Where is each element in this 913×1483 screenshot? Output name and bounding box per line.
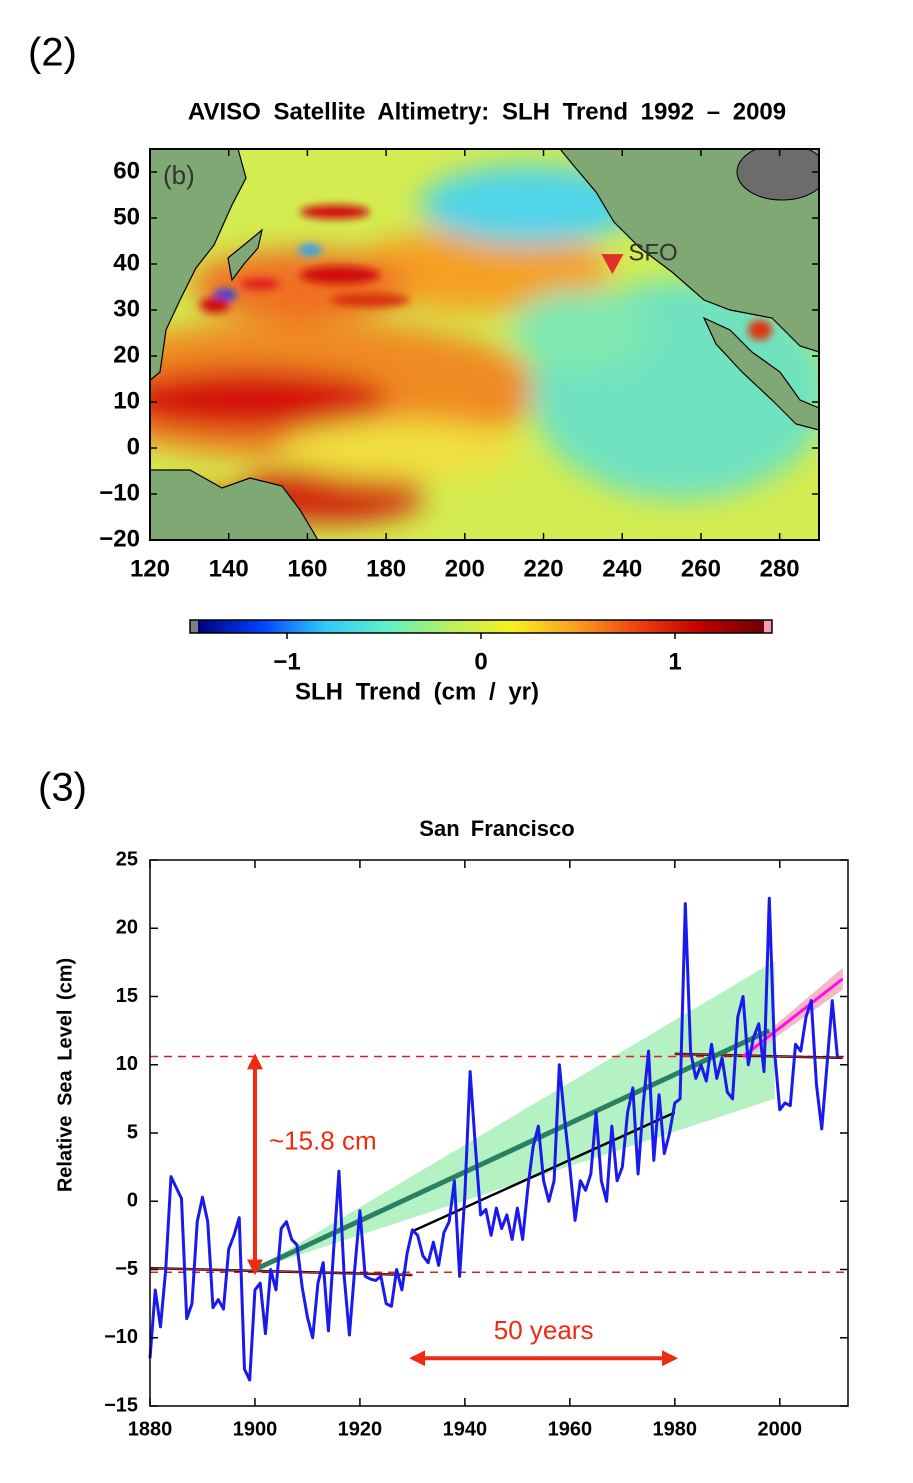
eddy xyxy=(300,205,370,219)
colorbar-label: SLH Trend (cm / yr) xyxy=(295,678,539,705)
x-tick-label: 1980 xyxy=(653,1418,698,1440)
x-tick-label: 220 xyxy=(524,555,564,582)
blob xyxy=(150,368,390,432)
colorbar-over xyxy=(764,620,772,633)
panel-label: (3) xyxy=(38,766,87,810)
field-blobs xyxy=(150,165,819,540)
y-tick-label: 5 xyxy=(127,1121,138,1143)
colorbar-tick-label: 0 xyxy=(474,648,487,675)
colorbar-under xyxy=(190,620,198,633)
y-tick-label: −15 xyxy=(104,1394,138,1416)
sfo-marker xyxy=(601,254,624,275)
series-line xyxy=(148,896,839,1382)
x-tick-label: 200 xyxy=(445,555,485,582)
x-tick-label: 1880 xyxy=(128,1418,173,1440)
y-tick-label: −5 xyxy=(115,1258,138,1280)
confidence-band xyxy=(254,961,775,1270)
central-america xyxy=(702,316,819,431)
north-america xyxy=(559,149,819,353)
span-label: ~15.8 cm xyxy=(269,1126,377,1156)
x-tick-label: 1940 xyxy=(443,1418,488,1440)
field-eddies xyxy=(200,205,772,340)
y-tick-label: 15 xyxy=(116,985,138,1007)
eddy xyxy=(330,293,410,307)
blob xyxy=(510,290,650,370)
y-tick-label: 10 xyxy=(113,387,140,414)
panel-label: (2) xyxy=(28,31,77,75)
x-tick-label: 1920 xyxy=(338,1418,383,1440)
x-tick-label: 260 xyxy=(681,555,721,582)
sea-level-field xyxy=(150,149,819,540)
y-tick-label: −10 xyxy=(99,479,140,506)
y-tick-label: 0 xyxy=(127,1190,138,1212)
x-tick-label: 120 xyxy=(130,555,170,582)
colorbar-tick-label: −1 xyxy=(273,648,300,675)
y-tick-label: 20 xyxy=(113,341,140,368)
x-tick-label: 180 xyxy=(366,555,406,582)
chart-title: San Francisco xyxy=(419,816,574,841)
map-frame xyxy=(149,148,820,541)
blob xyxy=(350,228,610,312)
x-tick-label: 140 xyxy=(209,555,249,582)
sfo-label: SFO xyxy=(628,239,677,266)
y-tick-label: 60 xyxy=(113,157,140,184)
eddy xyxy=(298,244,322,256)
eddy xyxy=(240,278,280,290)
map-title: AVISO Satellite Altimetry: SLH Trend 199… xyxy=(188,98,786,125)
blob xyxy=(280,420,520,480)
y-tick-label: 0 xyxy=(127,433,140,460)
x-tick-label: 1900 xyxy=(233,1418,278,1440)
y-tick-label: 30 xyxy=(113,295,140,322)
x-tick-label: 240 xyxy=(602,555,642,582)
y-tick-label: 50 xyxy=(113,203,140,230)
span-label: 50 years xyxy=(494,1315,594,1345)
y-tick-label: 25 xyxy=(116,848,138,870)
y-tick-label: 40 xyxy=(113,249,140,276)
y-tick-label: −20 xyxy=(99,525,140,552)
eddy xyxy=(748,320,772,340)
y-tick-label: 20 xyxy=(116,917,138,939)
y-axis-label: Relative Sea Level (cm) xyxy=(54,958,76,1192)
x-tick-label: 280 xyxy=(760,555,800,582)
colorbar xyxy=(198,620,764,633)
x-tick-label: 160 xyxy=(287,555,327,582)
x-tick-label: 1960 xyxy=(548,1418,593,1440)
panel-annotation: (b) xyxy=(163,160,195,190)
colorbar-tick-label: 1 xyxy=(668,648,681,675)
series-line xyxy=(149,1267,413,1276)
asia xyxy=(150,149,247,382)
land xyxy=(150,149,819,540)
grey-land xyxy=(736,149,819,201)
maritime-continent xyxy=(150,469,319,540)
y-tick-label: 10 xyxy=(116,1053,138,1075)
japan xyxy=(227,228,263,282)
blob xyxy=(420,165,640,245)
x-tick-label: 2000 xyxy=(758,1418,803,1440)
eddy xyxy=(200,297,230,313)
y-tick-label: −10 xyxy=(104,1326,138,1348)
eddy xyxy=(300,266,380,284)
